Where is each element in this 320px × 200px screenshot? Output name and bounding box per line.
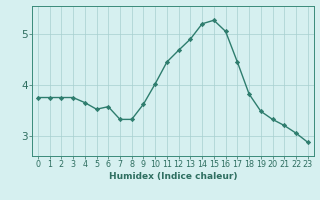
X-axis label: Humidex (Indice chaleur): Humidex (Indice chaleur) — [108, 172, 237, 181]
